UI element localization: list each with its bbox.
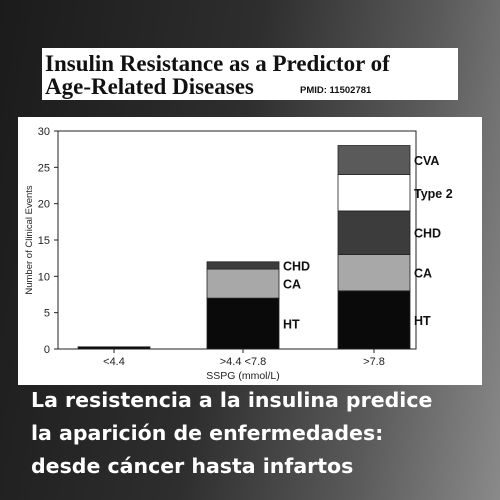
stacked-bar-chart: 0 5 10 15 20 25 30 Number of Clinical Events <4.… xyxy=(24,126,453,382)
chart-title-line-1: Insulin Resistance as a Predictor of xyxy=(45,51,390,76)
bar-segment-ht xyxy=(206,297,280,350)
x-axis-label: SSPG (mmol/L) xyxy=(206,370,280,382)
y-tick-label: 10 xyxy=(38,271,50,283)
y-tick-label: 30 xyxy=(38,126,50,138)
bar-segment-ht xyxy=(77,346,151,350)
x-tick-label: >4.4 <7.8 xyxy=(220,356,267,368)
segment-label-ca: CA xyxy=(414,267,432,281)
bar-segment-chd xyxy=(206,261,280,270)
caption-line-2: la aparición de enfermedades: xyxy=(31,421,384,445)
segment-label-type-2: Type 2 xyxy=(414,187,453,201)
pmid-label: PMID: 11502781 xyxy=(300,85,372,96)
chart-title-line-2: Age-Related Diseases xyxy=(45,74,254,99)
bar-segment-ht xyxy=(337,290,411,350)
y-tick-label: 5 xyxy=(44,308,50,320)
y-tick-label: 20 xyxy=(38,199,50,211)
caption: La resistencia a la insulina predice la … xyxy=(31,384,481,483)
x-tick-label: <4.4 xyxy=(103,356,125,368)
y-axis-label: Number of Clinical Events xyxy=(24,185,35,295)
y-tick-label: 25 xyxy=(38,162,50,174)
y-tick-label: 0 xyxy=(44,344,50,356)
segment-label-chd: CHD xyxy=(414,227,441,241)
y-tick-label: 15 xyxy=(38,235,50,247)
segment-label-cva: CVA xyxy=(414,154,439,168)
bar-segment-cva xyxy=(337,145,411,175)
segment-label-ht: HT xyxy=(414,314,431,328)
x-tick-label: >7.8 xyxy=(363,356,385,368)
bar-segment-ca xyxy=(337,254,411,292)
title-box: Insulin Resistance as a Predictor of Age… xyxy=(42,48,458,100)
segment-label-chd: CHD xyxy=(283,259,310,273)
segment-label-ht: HT xyxy=(283,318,300,332)
bar-segment-chd xyxy=(337,210,411,255)
caption-line-1: La resistencia a la insulina predice xyxy=(31,388,433,412)
segment-label-ca: CA xyxy=(283,278,301,292)
bar-segment-ca xyxy=(206,268,280,299)
caption-line-3: desde cáncer hasta infartos xyxy=(31,454,354,478)
bar-segment-type-2 xyxy=(337,174,411,212)
chart-panel: 0 5 10 15 20 25 30 Number of Clinical Events <4.… xyxy=(18,117,482,385)
